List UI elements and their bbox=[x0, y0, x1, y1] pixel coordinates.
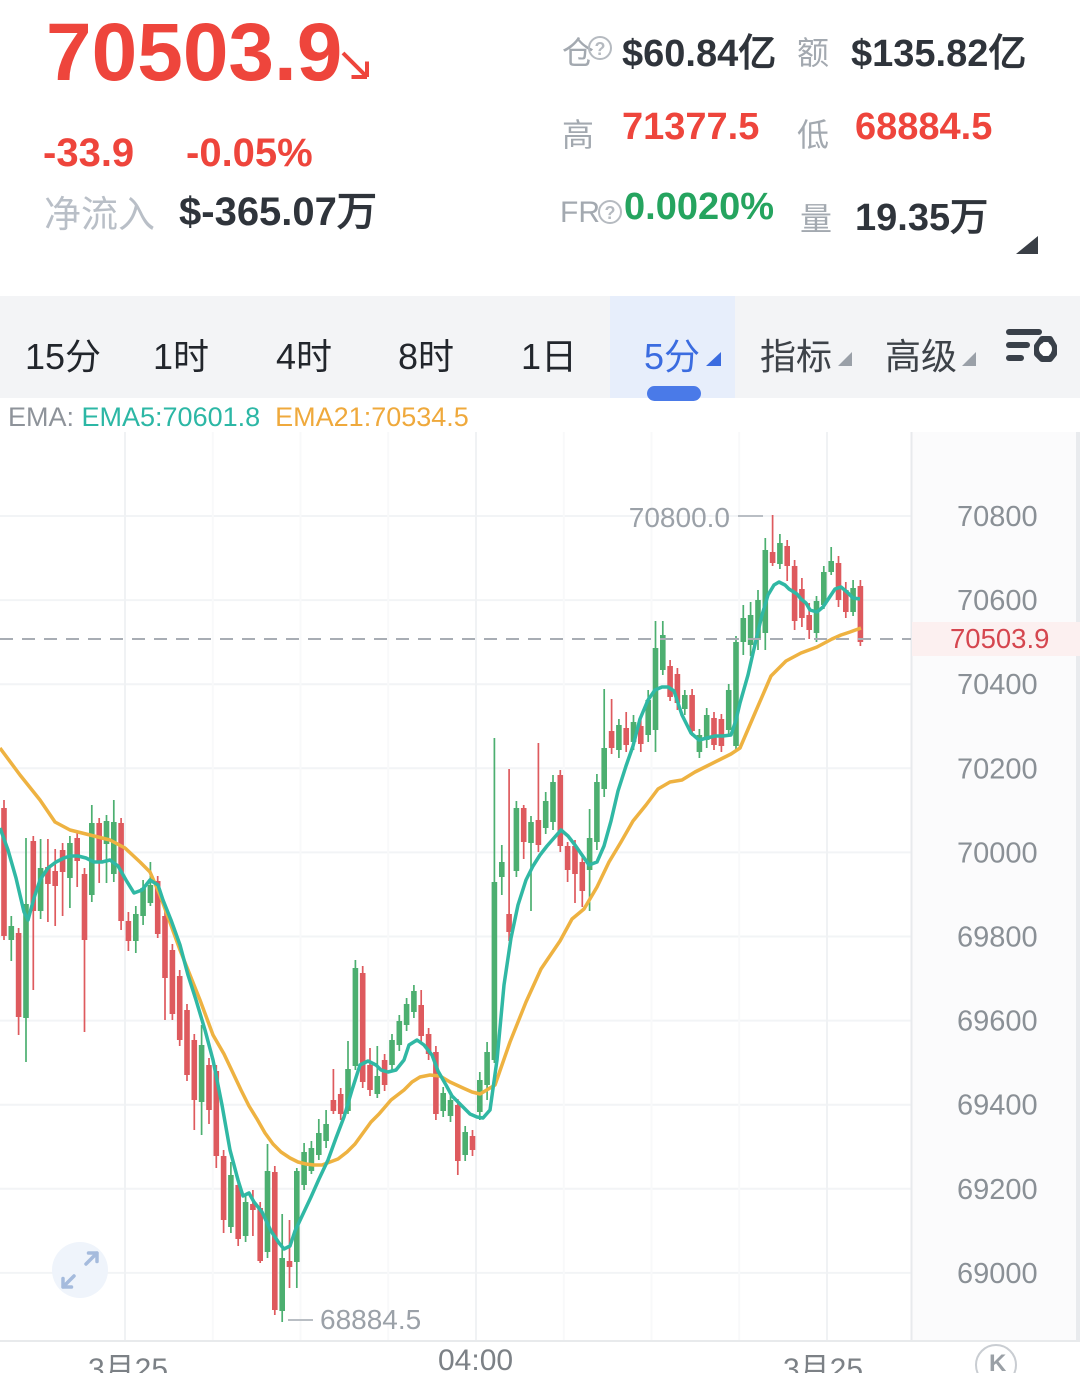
svg-text:69200: 69200 bbox=[957, 1174, 1038, 1206]
svg-text:69400: 69400 bbox=[957, 1090, 1038, 1122]
svg-text:68884.5: 68884.5 bbox=[320, 1304, 421, 1335]
svg-text:70400: 70400 bbox=[957, 669, 1038, 701]
svg-text:70800: 70800 bbox=[957, 501, 1038, 533]
svg-text:70200: 70200 bbox=[957, 753, 1038, 785]
svg-text:70503.9: 70503.9 bbox=[950, 623, 1049, 654]
svg-text:70600: 70600 bbox=[957, 585, 1038, 617]
svg-text:69800: 69800 bbox=[957, 922, 1038, 954]
svg-text:69600: 69600 bbox=[957, 1006, 1038, 1038]
svg-text:70000: 70000 bbox=[957, 837, 1038, 869]
svg-text:69000: 69000 bbox=[957, 1258, 1038, 1290]
svg-text:70800.0: 70800.0 bbox=[629, 502, 730, 533]
